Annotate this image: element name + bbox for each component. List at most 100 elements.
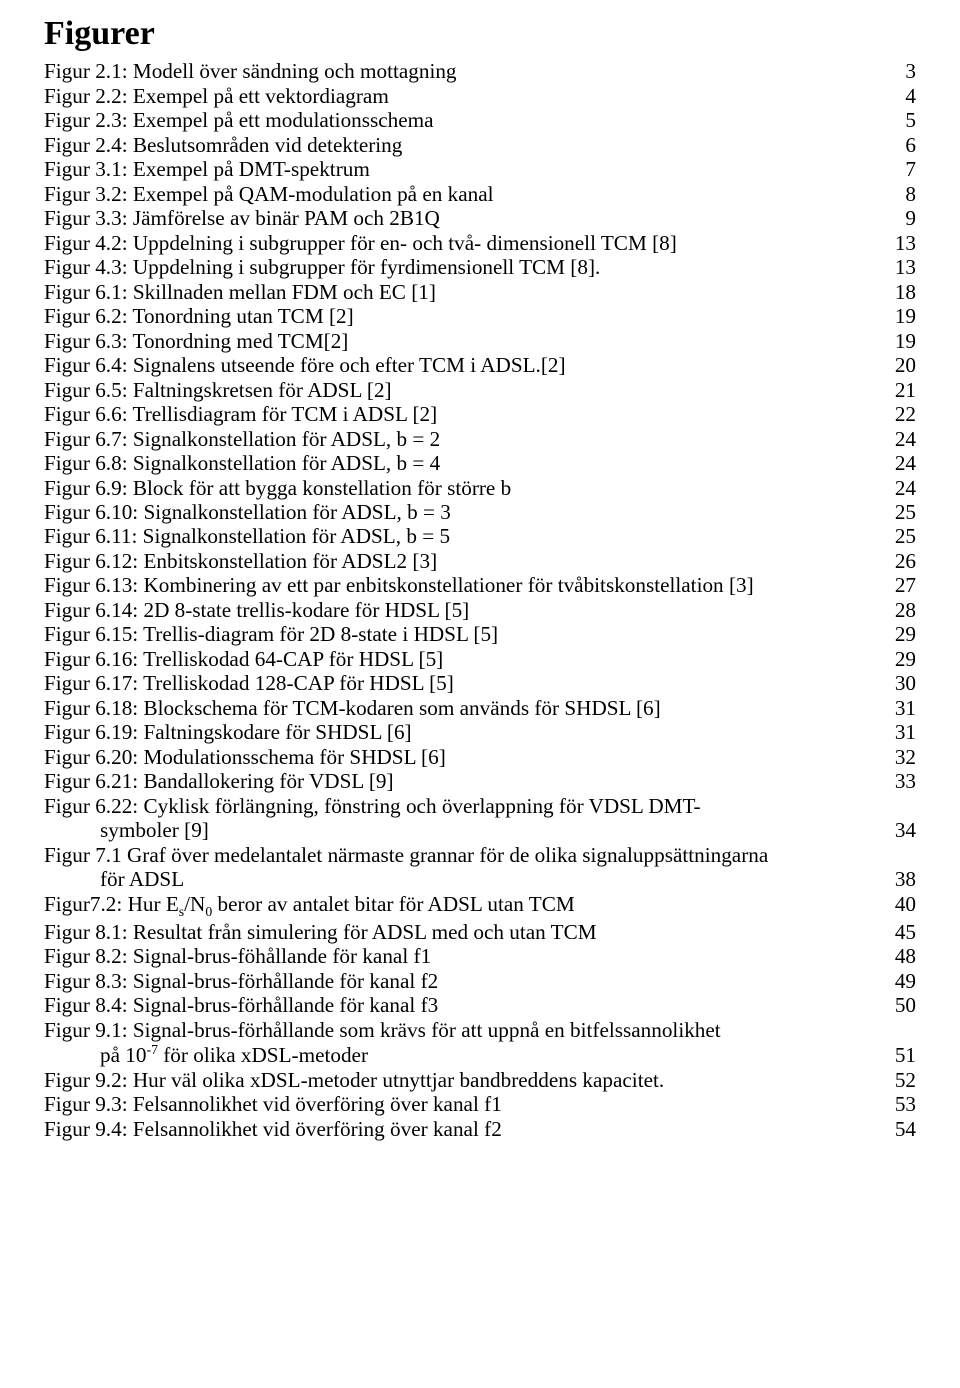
toc-entry-page: 53 (895, 1092, 916, 1116)
toc-entry-label: Figur 8.4: Signal-brus-förhållande för k… (44, 993, 438, 1017)
toc-entry-label: Figur 6.2: Tonordning utan TCM [2] (44, 304, 354, 328)
toc-entry-label: Figur7.2: Hur Es/N0 beror av antalet bit… (44, 892, 575, 920)
toc-entry: Figur 6.5: Faltningskretsen för ADSL [2]… (44, 378, 916, 402)
toc-entry-label: Figur 6.13: Kombinering av ett par enbit… (44, 573, 754, 597)
toc-entry-label: för ADSL (100, 867, 184, 891)
toc-entry-label: Figur 6.20: Modulationsschema för SHDSL … (44, 745, 446, 769)
toc-entry-page: 31 (895, 696, 916, 720)
toc-entry: Figur 9.1: Signal-brus-förhållande som k… (44, 1018, 916, 1042)
toc-entry: Figur 6.8: Signalkonstellation för ADSL,… (44, 451, 916, 475)
toc-entry-label: Figur 9.2: Hur väl olika xDSL-metoder ut… (44, 1068, 664, 1092)
toc-entry: Figur 4.2: Uppdelning i subgrupper för e… (44, 231, 916, 255)
toc-entry: Figur 6.16: Trelliskodad 64-CAP för HDSL… (44, 647, 916, 671)
toc-entry: Figur 6.2: Tonordning utan TCM [2]19 (44, 304, 916, 328)
toc-entry-page: 38 (895, 867, 916, 891)
toc-entry-label: Figur 6.10: Signalkonstellation för ADSL… (44, 500, 451, 524)
toc-entry-label: Figur 9.3: Felsannolikhet vid överföring… (44, 1092, 502, 1116)
toc-entry: Figur 3.3: Jämförelse av binär PAM och 2… (44, 206, 916, 230)
toc-entry: Figur 8.4: Signal-brus-förhållande för k… (44, 993, 916, 1017)
toc-entry-page: 32 (895, 745, 916, 769)
toc-entry-label: Figur 2.1: Modell över sändning och mott… (44, 59, 457, 83)
toc-entry-page: 4 (905, 84, 916, 108)
toc-entry: Figur 6.6: Trellisdiagram för TCM i ADSL… (44, 402, 916, 426)
toc-entry: Figur 9.4: Felsannolikhet vid överföring… (44, 1117, 916, 1141)
toc-entry-page: 24 (895, 451, 916, 475)
toc-entry-page: 49 (895, 969, 916, 993)
toc-entry: Figur 6.13: Kombinering av ett par enbit… (44, 573, 916, 597)
toc-entry-page: 22 (895, 402, 916, 426)
toc-entry-page: 33 (895, 769, 916, 793)
toc-entry-label: på 10-7 för olika xDSL-metoder (100, 1042, 368, 1068)
toc-entry: Figur 6.15: Trellis-diagram för 2D 8-sta… (44, 622, 916, 646)
toc-entry-label: Figur 4.3: Uppdelning i subgrupper för f… (44, 255, 600, 279)
page-title: Figurer (44, 14, 916, 53)
toc-entry-label: Figur 6.18: Blockschema för TCM-kodaren … (44, 696, 661, 720)
toc-entry-page: 21 (895, 378, 916, 402)
toc-entry: Figur 6.22: Cyklisk förlängning, fönstri… (44, 794, 916, 818)
toc-entry-page: 34 (895, 818, 916, 842)
toc-entry-page: 13 (895, 255, 916, 279)
toc-entry-page: 31 (895, 720, 916, 744)
toc-entry-label: Figur 6.21: Bandallokering för VDSL [9] (44, 769, 394, 793)
toc-entry-page: 25 (895, 524, 916, 548)
toc-entry-label: Figur 6.19: Faltningskodare för SHDSL [6… (44, 720, 412, 744)
toc-entry-label: Figur 8.3: Signal-brus-förhållande för k… (44, 969, 438, 993)
toc-entry-page: 29 (895, 622, 916, 646)
toc-entry-label: Figur 6.7: Signalkonstellation för ADSL,… (44, 427, 440, 451)
toc-entry: Figur 6.4: Signalens utseende före och e… (44, 353, 916, 377)
toc-entry: Figur 4.3: Uppdelning i subgrupper för f… (44, 255, 916, 279)
toc-entry-label: Figur 6.3: Tonordning med TCM[2] (44, 329, 348, 353)
toc-entry-continuation: symboler [9] 34 (44, 818, 916, 842)
toc-entry-page: 6 (905, 133, 916, 157)
toc-entry-label: Figur 2.2: Exempel på ett vektordiagram (44, 84, 389, 108)
toc-entry-label: Figur 9.4: Felsannolikhet vid överföring… (44, 1117, 502, 1141)
toc-entry-page: 7 (905, 157, 916, 181)
toc-entry: Figur 6.9: Block för att bygga konstella… (44, 476, 916, 500)
toc-entry-label: Figur 6.9: Block för att bygga konstella… (44, 476, 511, 500)
toc-entry-label: Figur 8.1: Resultat från simulering för … (44, 920, 597, 944)
toc-entry-page: 51 (895, 1043, 916, 1067)
toc-entry: Figur 6.10: Signalkonstellation för ADSL… (44, 500, 916, 524)
toc-entry-page: 24 (895, 427, 916, 451)
toc-entry: Figur 2.4: Beslutsområden vid detekterin… (44, 133, 916, 157)
toc-entry-label: Figur 4.2: Uppdelning i subgrupper för e… (44, 231, 677, 255)
toc-entry: Figur 3.1: Exempel på DMT-spektrum7 (44, 157, 916, 181)
toc-entry-label: Figur 6.5: Faltningskretsen för ADSL [2] (44, 378, 392, 402)
toc-entry: Figur 2.1: Modell över sändning och mott… (44, 59, 916, 83)
toc-entry-page: 19 (895, 329, 916, 353)
toc-entry: Figur 3.2: Exempel på QAM-modulation på … (44, 182, 916, 206)
toc-entry-page: 25 (895, 500, 916, 524)
toc-entry-label: Figur 6.14: 2D 8-state trellis-kodare fö… (44, 598, 469, 622)
toc-entry: Figur 6.1: Skillnaden mellan FDM och EC … (44, 280, 916, 304)
toc-entry: Figur 6.17: Trelliskodad 128-CAP för HDS… (44, 671, 916, 695)
toc-entry-label: Figur 6.1: Skillnaden mellan FDM och EC … (44, 280, 436, 304)
toc-entry-label: Figur 2.3: Exempel på ett modulationssch… (44, 108, 434, 132)
toc-entry-label: Figur 6.6: Trellisdiagram för TCM i ADSL… (44, 402, 437, 426)
toc-entry-page: 29 (895, 647, 916, 671)
toc-entry: Figur 6.21: Bandallokering för VDSL [9] 3… (44, 769, 916, 793)
toc-entry-page: 48 (895, 944, 916, 968)
toc-entry: Figur 7.1 Graf över medelantalet närmast… (44, 843, 916, 867)
toc-entry: Figur7.2: Hur Es/N0 beror av antalet bit… (44, 892, 916, 920)
toc-entry: Figur 6.3: Tonordning med TCM[2] 19 (44, 329, 916, 353)
toc-entry-page: 8 (905, 182, 916, 206)
page: Figurer Figur 2.1: Modell över sändning … (0, 0, 960, 1388)
toc-entry-page: 5 (905, 108, 916, 132)
toc-entry-label: Figur 3.3: Jämförelse av binär PAM och 2… (44, 206, 440, 230)
toc-entry-label: Figur 6.4: Signalens utseende före och e… (44, 353, 566, 377)
toc-entry: Figur 8.1: Resultat från simulering för … (44, 920, 916, 944)
toc-entry: Figur 9.3: Felsannolikhet vid överföring… (44, 1092, 916, 1116)
toc-entry-label: symboler [9] (100, 818, 209, 842)
toc-entry-page: 40 (895, 892, 916, 916)
toc-entry-label: Figur 7.1 Graf över medelantalet närmast… (44, 843, 768, 867)
toc-entry: Figur 2.2: Exempel på ett vektordiagram 4 (44, 84, 916, 108)
toc-entry: Figur 8.3: Signal-brus-förhållande för k… (44, 969, 916, 993)
toc-entry-page: 26 (895, 549, 916, 573)
toc-entry-page: 24 (895, 476, 916, 500)
toc-entry-page: 20 (895, 353, 916, 377)
toc-entry: Figur 6.7: Signalkonstellation för ADSL,… (44, 427, 916, 451)
toc-entry-page: 9 (905, 206, 916, 230)
toc-entry-label: Figur 6.15: Trellis-diagram för 2D 8-sta… (44, 622, 498, 646)
toc-entry: Figur 6.11: Signalkonstellation för ADSL… (44, 524, 916, 548)
toc-entry: Figur 6.20: Modulationsschema för SHDSL … (44, 745, 916, 769)
